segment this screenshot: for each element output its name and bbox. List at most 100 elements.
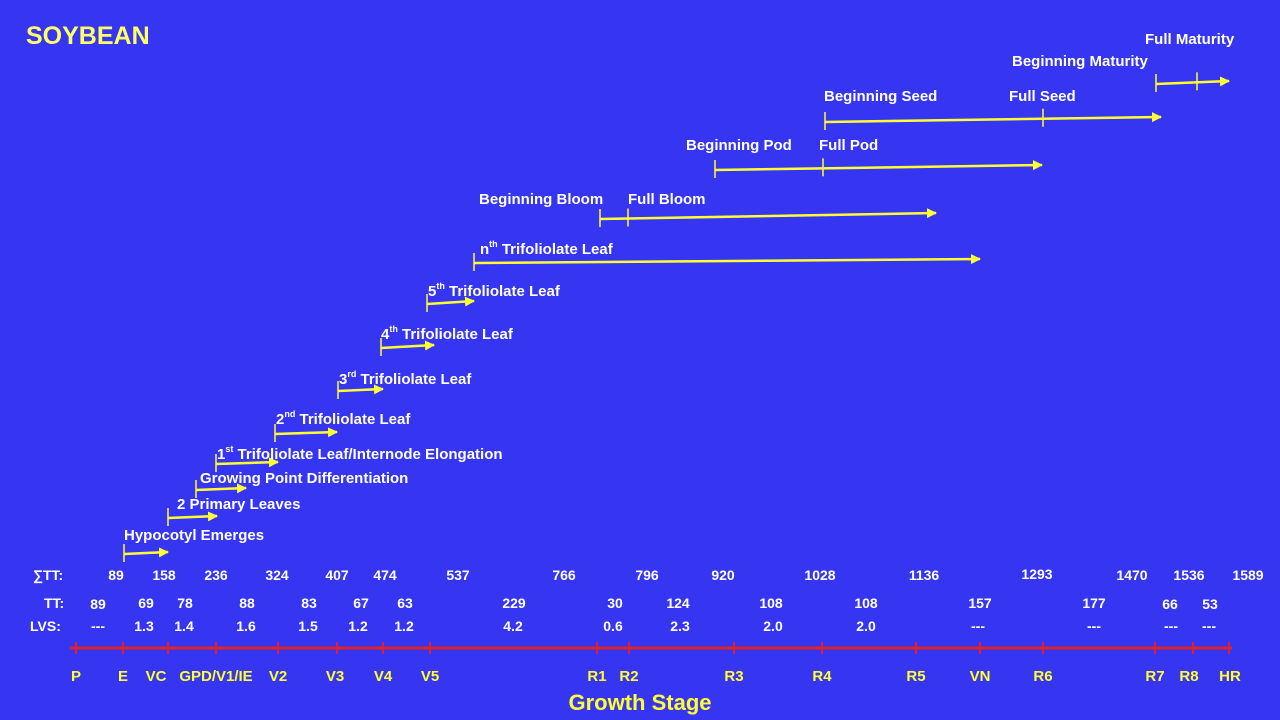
stage-label-r1: R1 (587, 668, 607, 685)
diagram-title: SOYBEAN (26, 22, 150, 50)
stage-label-r4: R4 (812, 668, 832, 685)
sum-tt-value: 1589 (1232, 567, 1264, 583)
arrow-label-beginning-bloom: Beginning Bloom (479, 191, 604, 208)
sum-tt-value: 474 (373, 567, 397, 583)
tt-value: 66 (1162, 596, 1178, 612)
lvs-value: 2.0 (856, 618, 876, 634)
sum-tt-value: 766 (552, 567, 576, 583)
tt-value: 108 (854, 595, 878, 611)
tt-value: 177 (1082, 595, 1106, 611)
stage-arrow (473, 254, 981, 265)
stage-label-r5: R5 (906, 668, 926, 685)
arrow-label-full-bloom: Full Bloom (628, 191, 706, 208)
lvs-value: --- (91, 618, 105, 634)
tt-value: 30 (607, 595, 623, 611)
arrow-label-beginning-maturity: Beginning Maturity (1012, 53, 1148, 70)
stage-label-v4: V4 (373, 668, 393, 685)
lvs-value: --- (1202, 618, 1216, 634)
tt-value: 157 (968, 595, 992, 611)
arrow-label-4th-trifoliolate: 4th Trifoliolate Leaf (381, 324, 513, 343)
stage-arrow (426, 296, 475, 307)
sum-tt-value: 1470 (1116, 567, 1148, 583)
arrow-label-full-seed: Full Seed (1009, 88, 1076, 105)
arrow-label-hypocotyl-emerges: Hypocotyl Emerges (124, 527, 265, 544)
lvs-row-label: LVS: (30, 618, 61, 634)
stage-label-r7: R7 (1145, 668, 1165, 685)
stage-arrow (215, 457, 279, 468)
stage-arrow (274, 427, 338, 438)
stage-arrow (824, 112, 1162, 124)
sum-tt-value: 236 (204, 567, 228, 583)
tt-value: 88 (239, 595, 255, 611)
sum-tt-value: 407 (325, 567, 349, 583)
stage-arrow (337, 384, 384, 395)
stage-arrow (714, 160, 1043, 172)
tt-value: 108 (759, 595, 783, 611)
stage-label-v2: V2 (268, 668, 288, 685)
arrow-label-full-pod: Full Pod (819, 137, 879, 154)
tt-value: 83 (301, 595, 317, 611)
stage-label-gpd-v1-ie: GPD/V1/IE (179, 668, 253, 685)
axis-title: Growth Stage (568, 690, 712, 715)
lvs-value: 1.6 (236, 618, 256, 634)
arrow-label-beginning-pod: Beginning Pod (686, 137, 792, 154)
arrow-label-1st-trifoliolate: 1st Trifoliolate Leaf/Internode Elongati… (217, 444, 503, 463)
tt-value: 229 (502, 595, 526, 611)
arrow-label-2-primary-leaves: 2 Primary Leaves (177, 496, 301, 513)
sum-tt-row-label: ∑TT: (33, 567, 64, 583)
sum-tt-value: 537 (446, 567, 470, 583)
tt-value: 89 (90, 596, 106, 612)
stage-label-v5: V5 (420, 668, 440, 685)
lvs-value: 2.0 (763, 618, 783, 634)
sum-tt-value: 1536 (1173, 567, 1205, 583)
stage-label-vn: VN (969, 668, 991, 685)
stage-arrow (167, 511, 218, 522)
lvs-value: --- (1164, 618, 1178, 634)
arrow-label-2nd-trifoliolate: 2nd Trifoliolate Leaf (276, 409, 411, 428)
lvs-value: 1.5 (298, 618, 318, 634)
stage-label-hr: HR (1219, 668, 1241, 685)
stage-label-p: P (70, 668, 82, 685)
stage-label-v3: V3 (325, 668, 345, 685)
sum-tt-value: 920 (711, 567, 735, 583)
tt-value: 78 (177, 595, 193, 611)
stage-label-r6: R6 (1033, 668, 1053, 685)
lvs-value: 1.2 (348, 618, 368, 634)
lvs-value: 1.3 (134, 618, 154, 634)
sum-tt-value: 89 (108, 567, 124, 583)
tt-value: 53 (1202, 596, 1218, 612)
sum-tt-value: 1028 (804, 567, 836, 583)
stage-arrow (599, 208, 937, 221)
lvs-value: 0.6 (603, 618, 623, 634)
lvs-value: 4.2 (503, 618, 523, 634)
arrow-label-5th-trifoliolate: 5th Trifoliolate Leaf (428, 281, 560, 300)
stage-label-r8: R8 (1179, 668, 1199, 685)
stage-arrow (123, 547, 169, 558)
arrow-label-growing-point-differentiation: Growing Point Differentiation (200, 470, 409, 487)
tt-value: 63 (397, 595, 413, 611)
stage-arrow (380, 340, 435, 351)
stage-arrow (1155, 76, 1230, 87)
lvs-value: 2.3 (670, 618, 690, 634)
lvs-value: 1.4 (174, 618, 194, 634)
tt-value: 67 (353, 595, 369, 611)
sum-tt-value: 324 (265, 567, 289, 583)
sum-tt-value: 1136 (908, 567, 940, 583)
lvs-value: 1.2 (394, 618, 414, 634)
stage-label-r3: R3 (724, 668, 744, 685)
lvs-value: --- (1087, 618, 1101, 634)
stage-label-e: E (117, 668, 129, 685)
arrow-label-3rd-trifoliolate: 3rd Trifoliolate Leaf (339, 369, 472, 388)
lvs-value: --- (971, 618, 985, 634)
sum-tt-value: 796 (635, 567, 659, 583)
arrow-label-full-maturity: Full Maturity (1145, 31, 1235, 48)
tt-value: 124 (666, 595, 690, 611)
sum-tt-value: 158 (152, 567, 176, 583)
arrow-label-nth-trifoliolate: nth Trifoliolate Leaf (480, 239, 613, 258)
stage-label-r2: R2 (619, 668, 639, 685)
stage-label-vc: VC (145, 668, 167, 685)
tt-row-label: TT: (44, 595, 65, 611)
tt-value: 69 (138, 595, 154, 611)
